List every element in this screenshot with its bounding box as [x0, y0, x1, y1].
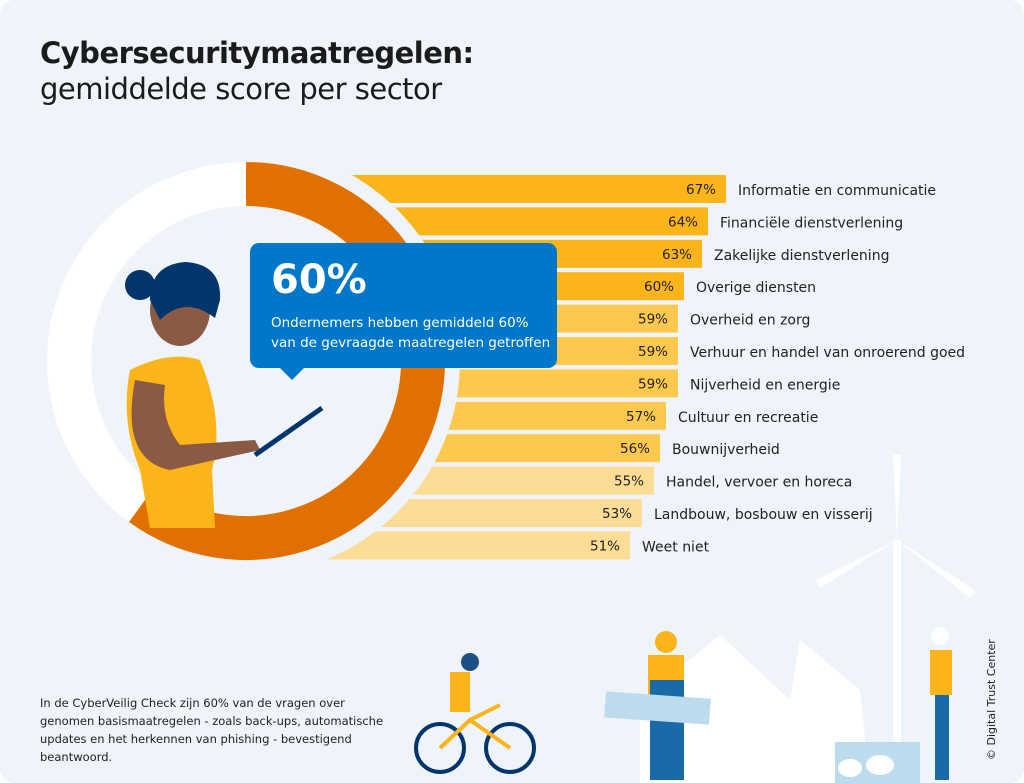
average-description: Ondernemers hebben gemiddeld 60% van de …: [271, 315, 551, 351]
bicycle-wheel-front: [484, 722, 536, 774]
cyclist-body: [450, 672, 470, 712]
chart-subtitle: gemiddelde score per sector: [40, 72, 442, 106]
cyclist-head: [461, 653, 479, 671]
category-label: Landbouw, bosbouw en visserij: [654, 507, 873, 523]
worker-head: [655, 631, 677, 653]
category-label: Informatie en communicatie: [738, 183, 936, 199]
average-value: 60%: [271, 257, 367, 303]
category-label: Nijverheid en energie: [690, 377, 840, 393]
bar-value-label: 56%: [620, 441, 650, 457]
tablet-icon: [253, 405, 324, 458]
bar-value-label: 53%: [602, 506, 632, 522]
bar-value-label: 51%: [590, 538, 620, 554]
scene-illustration: [414, 455, 975, 783]
bar-value-label: 59%: [638, 312, 668, 328]
person-bun: [125, 270, 155, 300]
farmer-head: [931, 627, 949, 645]
bicycle-wheel-back: [414, 722, 466, 774]
bicycle-frame: [438, 703, 512, 750]
chicken: [838, 759, 862, 777]
category-label: Financiële dienstverlening: [720, 215, 903, 231]
bar-value-label: 67%: [686, 182, 716, 198]
average-callout: 60% Ondernemers hebben gemiddeld 60% van…: [250, 243, 557, 380]
person-illustration: [125, 262, 324, 528]
copyright: © Digital Trust Center: [985, 639, 998, 760]
bar-value-label: 59%: [638, 376, 668, 392]
wind-turbine-blades: [816, 455, 975, 598]
worker-panel: [604, 691, 711, 725]
bar-value-label: 64%: [668, 214, 698, 230]
chart-title: Cybersecuritymaatregelen:: [40, 36, 474, 70]
category-label: Overige diensten: [696, 280, 816, 296]
category-label: Overheid en zorg: [690, 313, 810, 329]
category-label: Bouwnijverheid: [672, 442, 780, 458]
bar-value-label: 60%: [644, 279, 674, 295]
category-label: Verhuur en handel van onroerend goed: [690, 345, 965, 361]
category-label: Zakelijke dienstverlening: [714, 248, 889, 264]
person-arm: [131, 380, 260, 470]
farmer-legs: [935, 695, 949, 780]
bar-value-label: 63%: [662, 247, 692, 263]
houses: [640, 635, 870, 783]
wind-turbine-mast: [893, 540, 901, 783]
category-label: Handel, vervoer en horeca: [666, 475, 852, 491]
bar-value-label: 57%: [626, 409, 656, 425]
category-label: Cultuur en recreatie: [678, 410, 818, 426]
person-hair: [150, 262, 221, 320]
bar-value-label: 59%: [638, 344, 668, 360]
chicken: [866, 755, 894, 775]
category-label: Weet niet: [642, 539, 710, 555]
footnote: In de CyberVeilig Check zijn 60% van de …: [40, 696, 384, 764]
bar-value-label: 55%: [614, 474, 644, 490]
farmer-body: [930, 650, 952, 695]
gauge-ring-value: [129, 162, 445, 560]
